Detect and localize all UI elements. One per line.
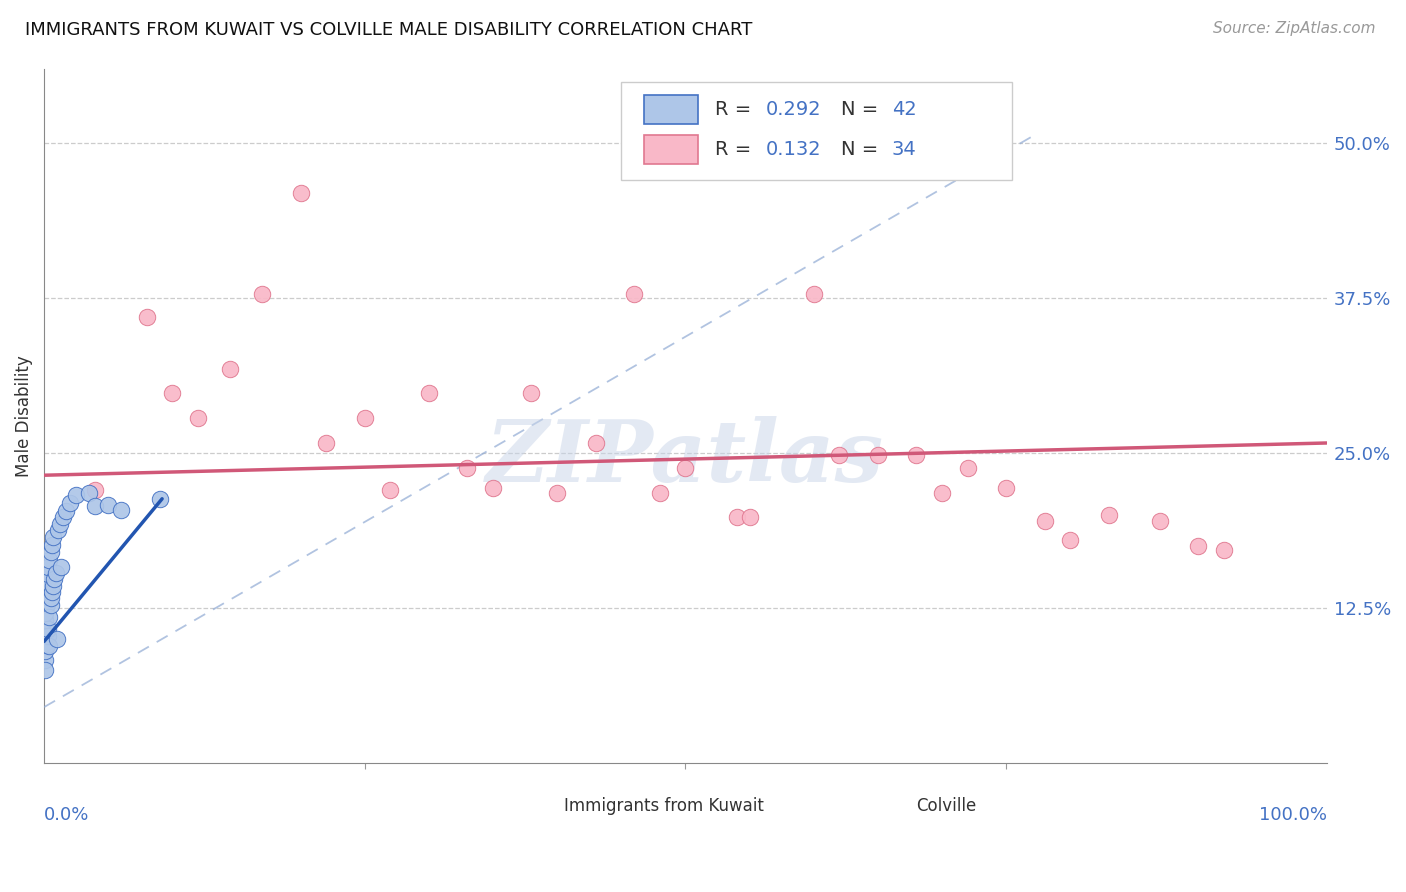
Point — [648, 485, 671, 500]
Point — [866, 449, 889, 463]
Point — [482, 481, 505, 495]
Point — [37, 622, 59, 636]
FancyBboxPatch shape — [644, 95, 699, 124]
Point — [931, 485, 953, 500]
Point — [34, 644, 56, 658]
Point — [39, 545, 62, 559]
Text: IMMIGRANTS FROM KUWAIT VS COLVILLE MALE DISABILITY CORRELATION CHART: IMMIGRANTS FROM KUWAIT VS COLVILLE MALE … — [25, 21, 752, 38]
Point — [1098, 508, 1121, 522]
Text: 0.132: 0.132 — [766, 140, 823, 160]
Point — [77, 485, 100, 500]
Text: R =: R = — [714, 100, 758, 119]
Point — [546, 485, 568, 500]
Text: 0.0%: 0.0% — [44, 806, 90, 824]
FancyBboxPatch shape — [524, 795, 554, 817]
Point — [34, 621, 56, 635]
FancyBboxPatch shape — [621, 82, 1012, 179]
Point — [290, 186, 312, 200]
Point — [45, 632, 67, 646]
Point — [34, 635, 56, 649]
Point — [135, 310, 157, 324]
Point — [380, 483, 402, 497]
Point — [55, 504, 77, 518]
Point — [738, 510, 761, 524]
Point — [35, 590, 58, 604]
Point — [49, 560, 72, 574]
Point — [59, 495, 82, 509]
Point — [1187, 539, 1209, 553]
Point — [41, 584, 63, 599]
Point — [353, 411, 375, 425]
Point — [34, 628, 56, 642]
Point — [623, 287, 645, 301]
Point — [315, 436, 337, 450]
Point — [38, 609, 60, 624]
Point — [37, 560, 59, 574]
Point — [37, 629, 59, 643]
Point — [250, 287, 273, 301]
Point — [1213, 542, 1236, 557]
Point — [39, 591, 62, 605]
FancyBboxPatch shape — [644, 136, 699, 164]
Point — [44, 573, 66, 587]
Point — [45, 566, 67, 581]
Point — [35, 597, 58, 611]
Point — [187, 411, 209, 425]
Text: Immigrants from Kuwait: Immigrants from Kuwait — [564, 797, 763, 815]
Text: 100.0%: 100.0% — [1258, 806, 1327, 824]
Point — [35, 582, 58, 597]
Point — [673, 460, 696, 475]
Point — [905, 449, 928, 463]
Point — [418, 386, 440, 401]
Point — [219, 361, 242, 376]
Point — [42, 578, 65, 592]
Point — [38, 640, 60, 654]
Point — [35, 574, 58, 589]
Point — [162, 386, 184, 401]
Text: 34: 34 — [891, 140, 917, 160]
Y-axis label: Male Disability: Male Disability — [15, 355, 32, 476]
Text: ZIPatlas: ZIPatlas — [486, 416, 884, 500]
Point — [520, 386, 543, 401]
Point — [1059, 533, 1081, 547]
Point — [456, 460, 478, 475]
Point — [956, 460, 979, 475]
Point — [828, 449, 851, 463]
Point — [110, 503, 132, 517]
Point — [42, 530, 65, 544]
Text: N =: N = — [841, 100, 884, 119]
Point — [34, 653, 56, 667]
Text: R =: R = — [714, 140, 758, 160]
Point — [34, 613, 56, 627]
Point — [84, 500, 107, 514]
Text: N =: N = — [841, 140, 884, 160]
Text: Colville: Colville — [917, 797, 977, 815]
Point — [84, 483, 107, 497]
Text: 42: 42 — [891, 100, 917, 119]
Point — [34, 606, 56, 620]
Point — [995, 481, 1018, 495]
Text: Source: ZipAtlas.com: Source: ZipAtlas.com — [1212, 21, 1375, 36]
Point — [1149, 514, 1171, 528]
Point — [39, 599, 62, 613]
Point — [725, 510, 748, 524]
Point — [34, 663, 56, 677]
Point — [148, 491, 170, 506]
Point — [46, 523, 69, 537]
Text: 0.292: 0.292 — [766, 100, 823, 119]
Point — [35, 638, 58, 652]
Point — [803, 287, 825, 301]
Point — [48, 516, 70, 531]
Point — [1033, 514, 1056, 528]
Point — [41, 538, 63, 552]
Point — [97, 498, 120, 512]
FancyBboxPatch shape — [876, 795, 907, 817]
Point — [38, 552, 60, 566]
Point — [37, 567, 59, 582]
Point — [585, 436, 607, 450]
Point — [52, 510, 75, 524]
Point — [65, 488, 87, 502]
